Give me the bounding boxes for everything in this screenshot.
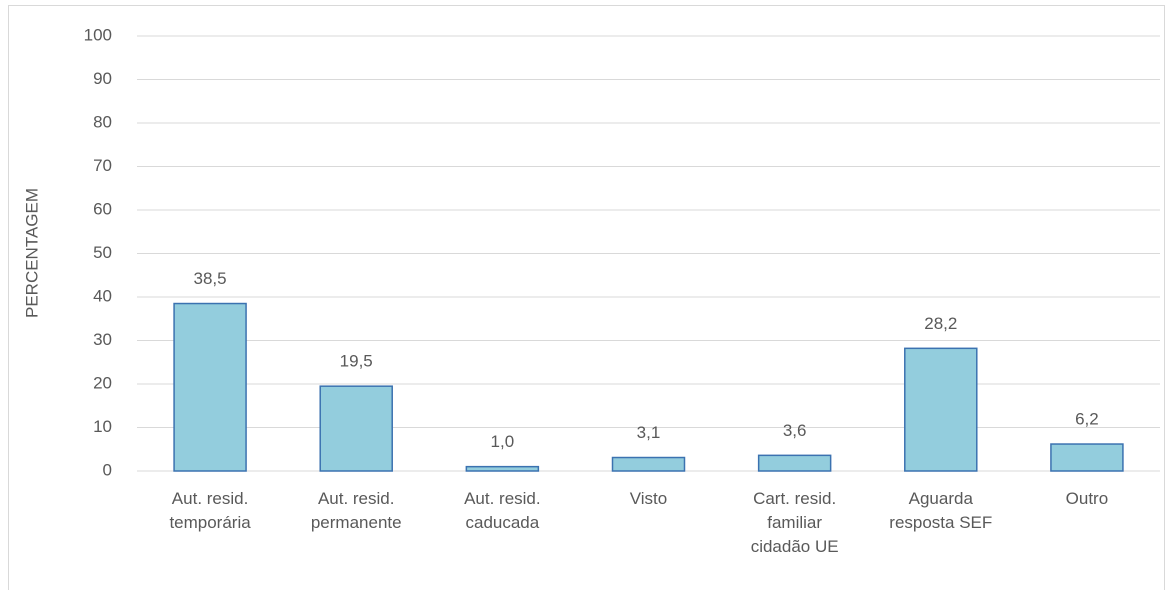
- x-tick-label-line: permanente: [311, 513, 402, 532]
- bar: [1050, 443, 1124, 472]
- x-tick-label-line: Aut. resid.: [318, 489, 395, 508]
- bar: [465, 465, 540, 472]
- x-tick-label: Aut. resid. permanente: [311, 489, 402, 532]
- bar: [319, 385, 393, 472]
- y-tick-label: 0: [103, 460, 112, 479]
- data-label: 6,2: [1075, 410, 1099, 429]
- x-tick-label-line: Aut. resid.: [172, 489, 249, 508]
- x-tick-label-line: caducada: [465, 513, 539, 532]
- x-tick-label-line: Outro: [1066, 489, 1109, 508]
- data-label: 3,6: [783, 421, 807, 440]
- data-label: 28,2: [924, 314, 957, 333]
- bar: [173, 302, 247, 472]
- bar: [904, 347, 978, 472]
- x-tick-label: Aut. resid. temporária: [169, 489, 251, 532]
- x-tick-label-line: resposta SEF: [889, 513, 992, 532]
- y-tick-label: 10: [93, 417, 112, 436]
- x-tick-label-line: cidadão UE: [751, 537, 839, 556]
- x-tick-label-line: Aut. resid.: [464, 489, 541, 508]
- x-tick-label-line: familiar: [767, 513, 822, 532]
- y-tick-label: 20: [93, 373, 112, 392]
- y-tick-label: 30: [93, 330, 112, 349]
- x-tick-label-line: Visto: [630, 489, 668, 508]
- x-tick-label-line: Aguarda: [909, 489, 974, 508]
- y-axis-label: PERCENTAGEM: [22, 188, 41, 318]
- y-tick-label: 50: [93, 243, 112, 262]
- chart-frame: [8, 5, 1165, 590]
- x-tick-label: Cart. resid. familiar cidadão UE: [751, 489, 839, 556]
- x-tick-label: Visto: [630, 489, 668, 508]
- y-tick-label: 40: [93, 286, 112, 305]
- y-tick-label: 60: [93, 199, 112, 218]
- x-tick-label: Aut. resid. caducada: [464, 489, 541, 532]
- data-label: 19,5: [340, 352, 373, 371]
- y-tick-label: 90: [93, 69, 112, 88]
- bar: [757, 454, 832, 472]
- y-tick-label: 70: [93, 156, 112, 175]
- data-label: 38,5: [194, 269, 227, 288]
- x-tick-label: Aguarda resposta SEF: [889, 489, 992, 532]
- data-label: 3,1: [637, 423, 661, 442]
- x-tick-label: Outro: [1066, 489, 1109, 508]
- data-label: 1,0: [491, 432, 515, 451]
- y-tick-label: 80: [93, 112, 112, 131]
- y-tick-label: 100: [84, 25, 112, 44]
- x-tick-label-line: temporária: [169, 513, 251, 532]
- x-tick-label-line: Cart. resid.: [753, 489, 836, 508]
- bar: [611, 456, 686, 472]
